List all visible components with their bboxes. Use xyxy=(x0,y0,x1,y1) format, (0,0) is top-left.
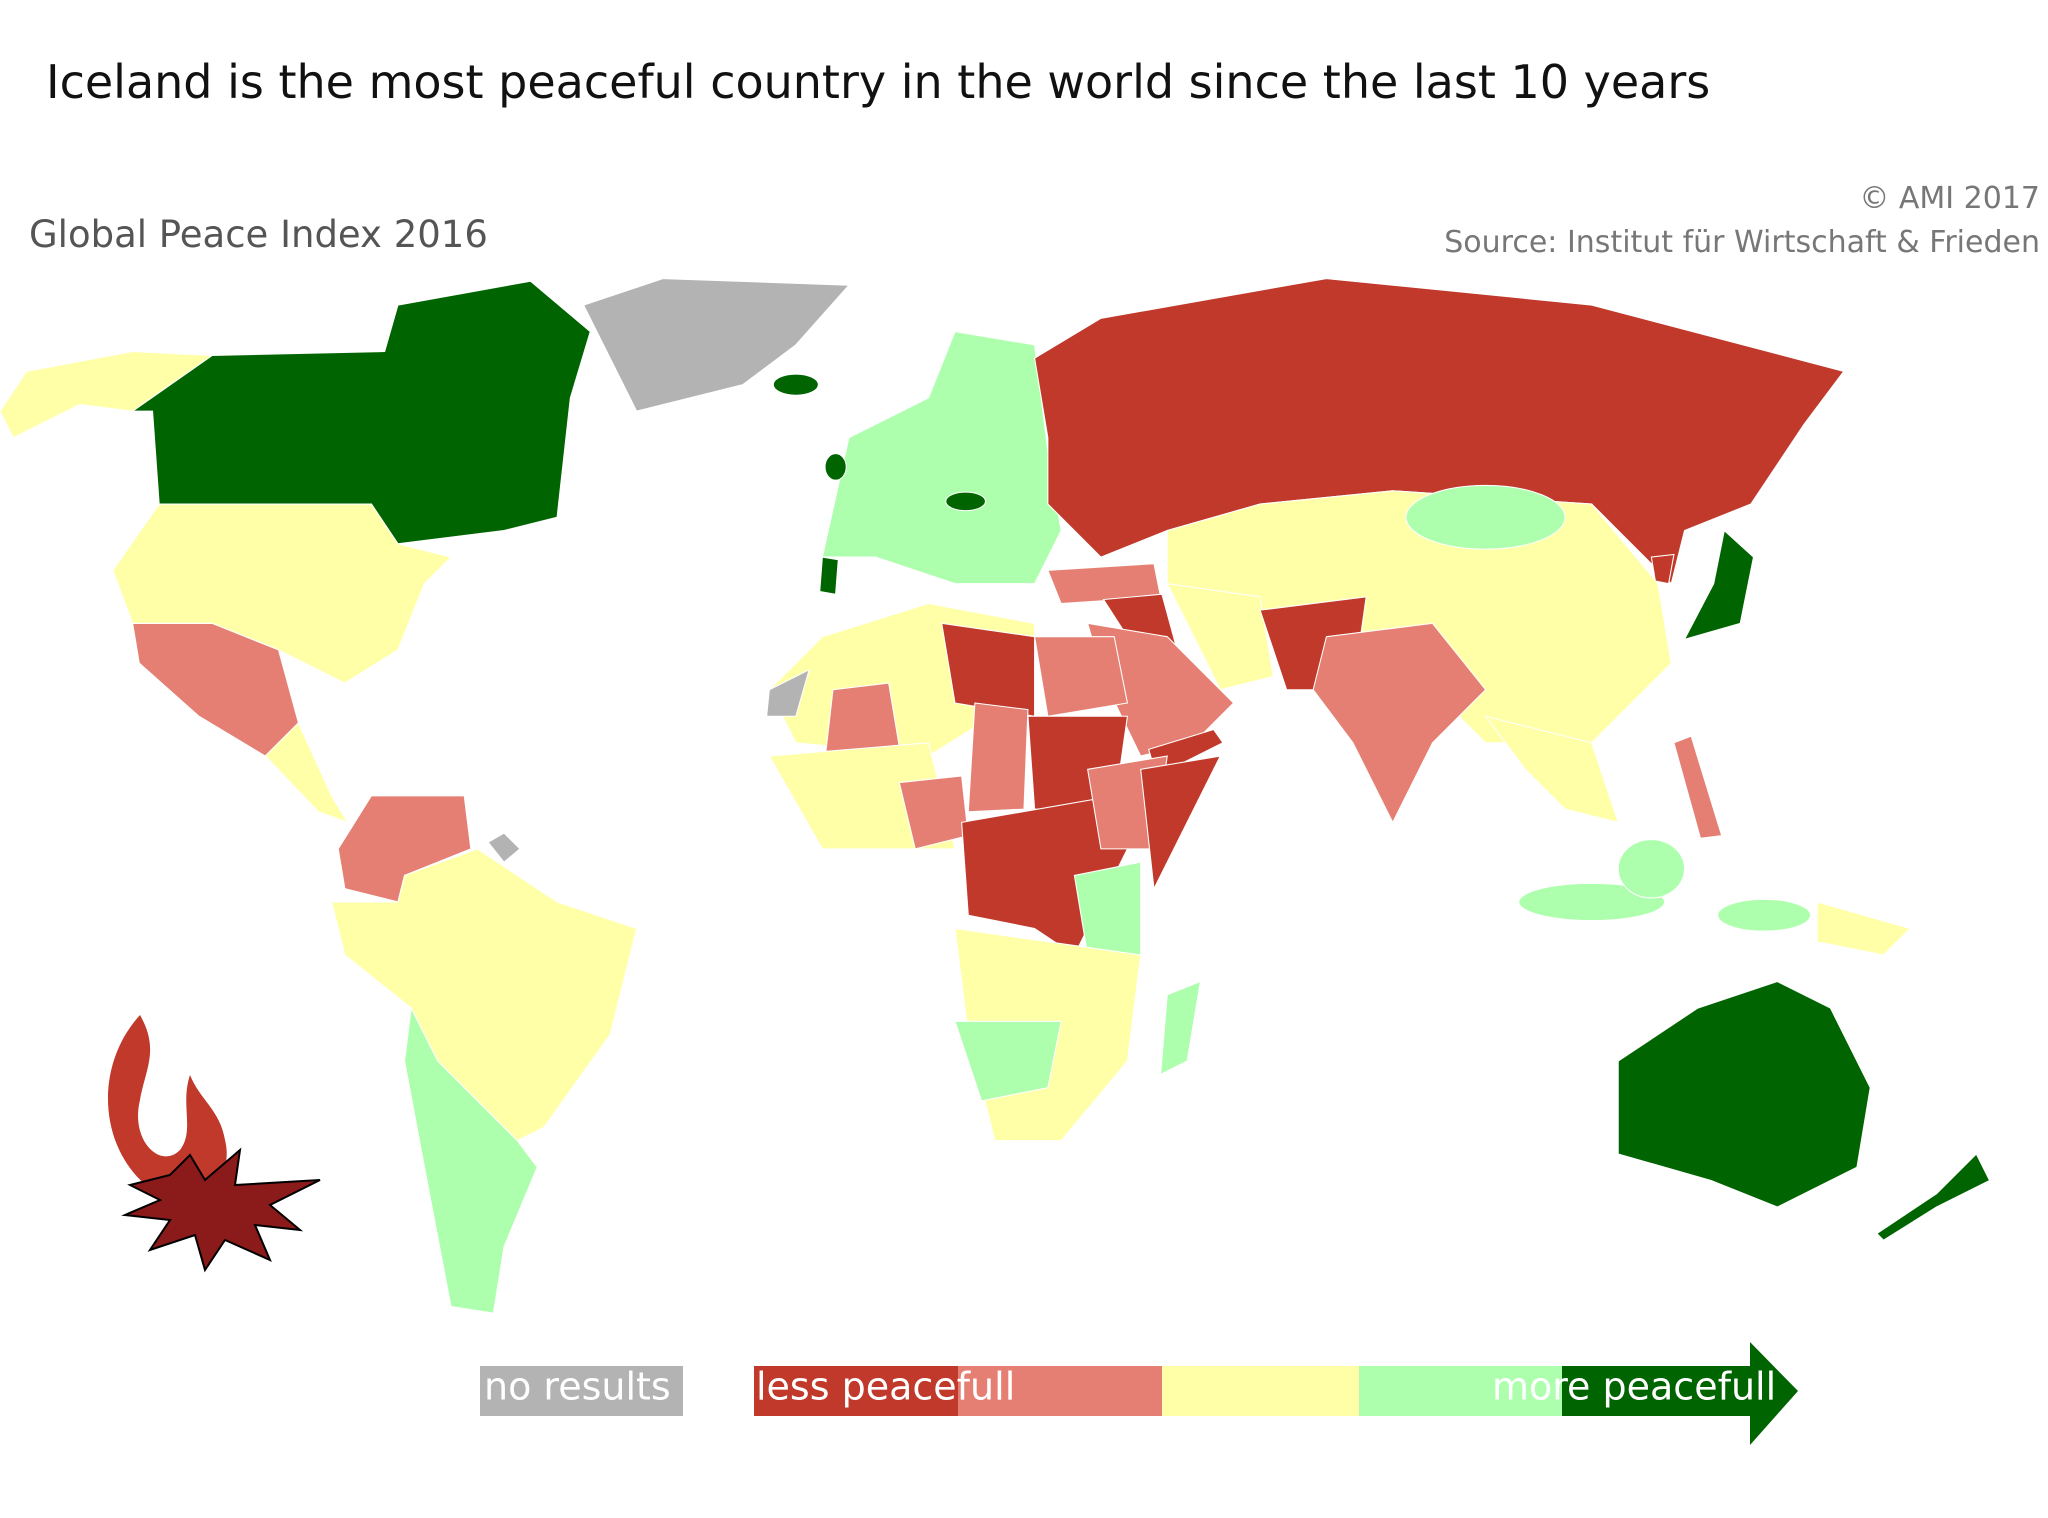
copyright: © AMI 2017 xyxy=(1859,181,2040,216)
borneo xyxy=(1617,839,1686,899)
southeast-asia xyxy=(1484,715,1620,824)
legend: no results less peacefull more peacefull xyxy=(480,1342,1798,1445)
western-sahara xyxy=(766,668,810,717)
southern-cone xyxy=(404,1006,538,1314)
central-america xyxy=(264,721,349,824)
iran xyxy=(1166,582,1274,691)
europe xyxy=(821,331,1062,585)
north-korea xyxy=(1650,553,1675,585)
japan xyxy=(1683,529,1755,641)
austria xyxy=(945,491,987,512)
papua-new-guinea xyxy=(1816,901,1912,956)
russia-ukraine xyxy=(1034,278,1845,585)
iceland xyxy=(772,373,819,396)
flame-icon xyxy=(107,1015,321,1273)
legend-swatch xyxy=(754,1366,958,1416)
legend-label: less peacefull xyxy=(756,1365,1015,1409)
world-map xyxy=(0,278,1991,1314)
explosion xyxy=(121,1147,321,1273)
somalia xyxy=(1140,755,1222,891)
source: Source: Institut für Wirtschaft & Friede… xyxy=(1444,225,2040,260)
egypt xyxy=(1033,636,1129,717)
colombia-venezuela xyxy=(337,795,472,903)
guiana xyxy=(487,832,521,863)
title: Iceland is the most peaceful country in … xyxy=(46,55,1710,109)
philippines xyxy=(1673,735,1723,839)
greenland xyxy=(582,278,851,412)
east-africa xyxy=(1073,861,1142,956)
ireland xyxy=(824,453,847,481)
namibia-botswana xyxy=(954,1020,1062,1102)
legend-swatch xyxy=(958,1366,1162,1416)
legend-swatch xyxy=(1359,1366,1562,1416)
chad xyxy=(967,702,1029,813)
legend-swatch xyxy=(480,1366,683,1416)
new-zealand xyxy=(1876,1153,1991,1241)
flame xyxy=(107,1015,227,1199)
india xyxy=(1312,622,1487,824)
mongolia xyxy=(1405,484,1566,550)
australia xyxy=(1617,980,1871,1208)
legend-label: no results xyxy=(484,1365,671,1409)
legend-arrow xyxy=(1562,1342,1798,1445)
legend-label: more peacefull xyxy=(1492,1365,1776,1409)
portugal xyxy=(819,556,839,595)
madagascar xyxy=(1159,980,1202,1076)
indonesia-west xyxy=(1518,882,1666,922)
usa xyxy=(112,503,453,684)
indonesia-east xyxy=(1717,898,1812,932)
subtitle: Global Peace Index 2016 xyxy=(29,213,488,256)
legend-swatch xyxy=(1162,1366,1359,1416)
libya xyxy=(941,622,1036,717)
